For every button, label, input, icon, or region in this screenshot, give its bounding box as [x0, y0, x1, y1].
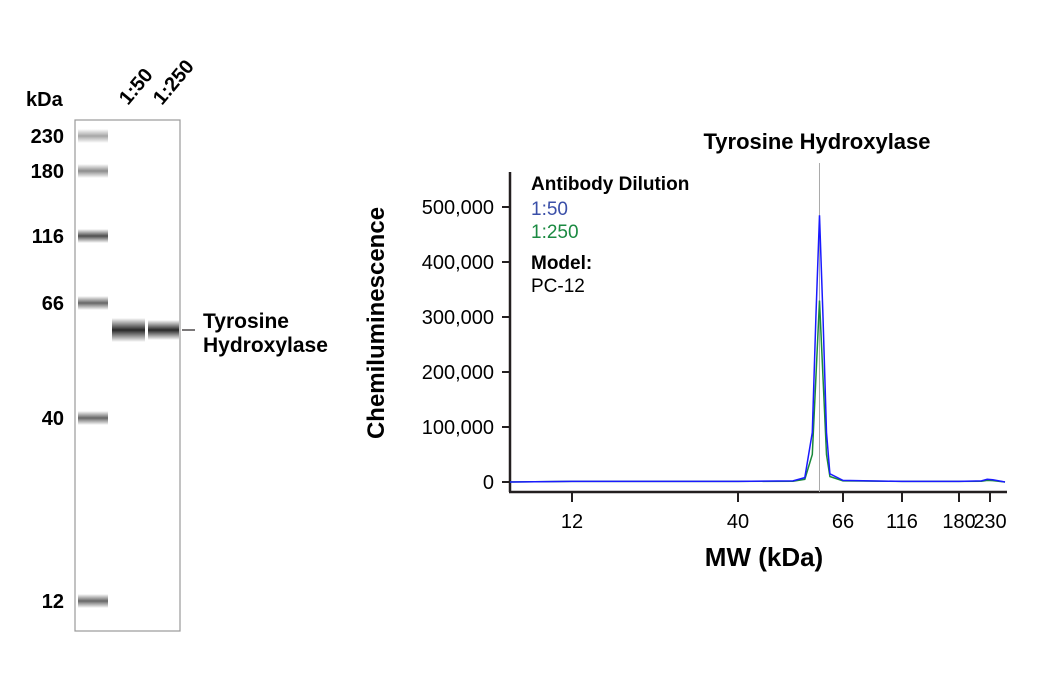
ladder-band-180	[78, 164, 108, 178]
legend-entry-1-50: 1:50	[531, 199, 568, 220]
band-lane-1	[112, 318, 145, 342]
y-axis: 0 100,000 200,000 300,000 400,000 500,000	[422, 172, 512, 494]
y-tick-label: 500,000	[422, 197, 494, 219]
x-axis-label: MW (kDa)	[705, 542, 823, 572]
gel-frame	[74, 119, 181, 632]
ladder-label-180: 180	[31, 161, 64, 183]
y-tick-label: 400,000	[422, 252, 494, 274]
x-tick-label: 180	[942, 511, 975, 533]
x-tick-label: 66	[832, 511, 854, 533]
series-line-1-50	[509, 215, 1006, 483]
ladder-labels: 230 180 116 66 40 12	[31, 126, 64, 613]
ladder-band-40	[78, 411, 108, 425]
ladder-band-66	[78, 296, 108, 310]
ladder-label-116: 116	[32, 226, 64, 248]
series	[509, 215, 1006, 483]
y-tick-label: 100,000	[422, 417, 494, 439]
ladder-band-12	[78, 594, 108, 608]
model-value: PC-12	[531, 276, 585, 297]
legend-heading: Antibody Dilution	[531, 174, 689, 195]
x-tick-label: 12	[561, 511, 583, 533]
lane-label-2: 1:250	[149, 56, 199, 109]
y-axis-label: Chemiluminescence	[363, 207, 390, 439]
y-tick-label: 300,000	[422, 307, 494, 329]
ladder-label-66: 66	[42, 293, 64, 315]
band-label-line1: Tyrosine	[203, 310, 289, 333]
series-line-1-250	[509, 300, 1006, 483]
band-lane-2	[148, 320, 179, 340]
ladder-label-230: 230	[31, 126, 64, 148]
ladder-band-116	[78, 229, 108, 243]
lane-label-1: 1:50	[115, 64, 158, 109]
ladder-band-230	[78, 129, 108, 143]
x-tick-label: 116	[886, 511, 918, 533]
electropherogram: Tyrosine Hydroxylase Chemiluminescence M…	[363, 129, 1007, 572]
y-tick-label: 0	[483, 472, 494, 494]
x-tick-label: 40	[727, 511, 749, 533]
legend-entry-1-250: 1:250	[531, 222, 579, 243]
model-heading: Model:	[531, 253, 592, 274]
y-tick-label: 200,000	[422, 362, 494, 384]
ladder-label-40: 40	[42, 408, 64, 430]
x-tick-label: 230	[973, 511, 1006, 533]
band-label-line2: Hydroxylase	[203, 334, 328, 357]
ladder	[78, 129, 108, 608]
ladder-label-12: 12	[42, 591, 64, 613]
kda-label: kDa	[26, 89, 64, 111]
chart-title: Tyrosine Hydroxylase	[703, 129, 930, 154]
